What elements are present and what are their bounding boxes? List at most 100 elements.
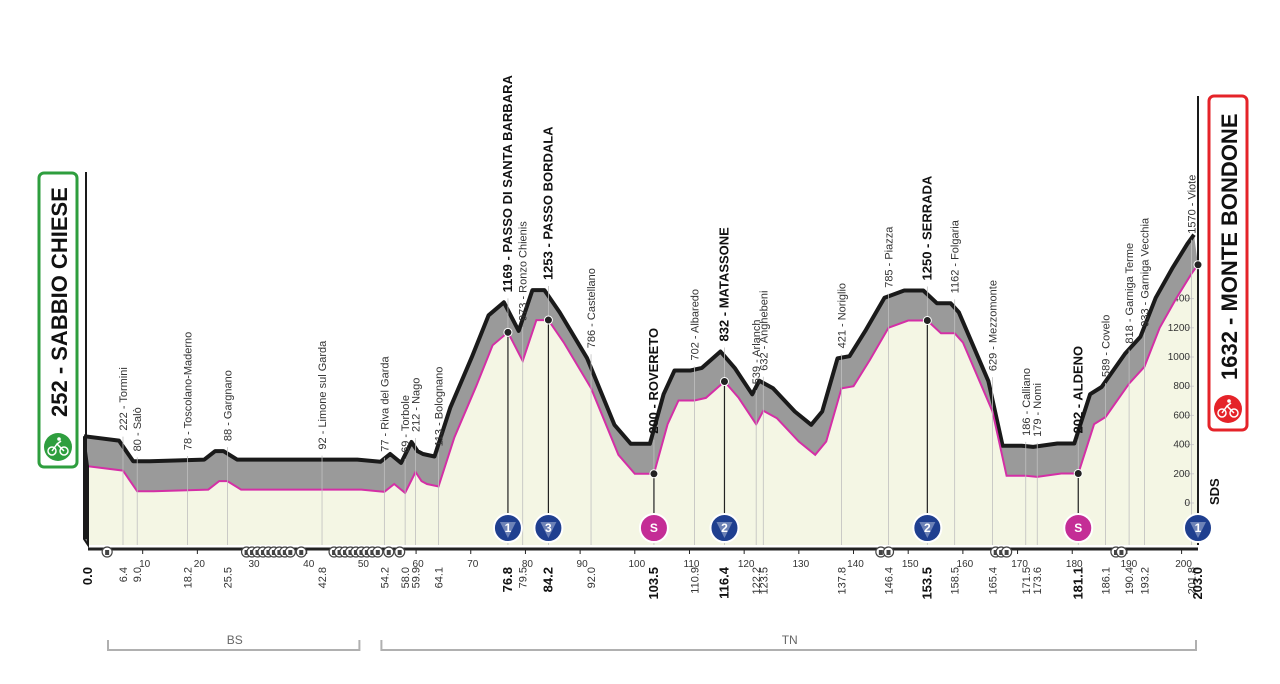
marker-dot	[649, 469, 659, 479]
place-label: 973 - Ronzo Chienis	[518, 221, 530, 321]
km-label: 42.8	[317, 567, 329, 588]
x-tick-label: 200	[1175, 559, 1192, 570]
km-label: 201.8	[1186, 567, 1198, 595]
place-labels: 222 - Tormini 80 - Salò 78 - Toscolano-Mad…	[118, 75, 1198, 453]
place-label: 212 - Nago	[411, 378, 423, 432]
km-label: 0.0	[80, 567, 95, 585]
marker-category: 3	[545, 521, 552, 535]
region-bracket	[380, 640, 1197, 651]
x-tick-label: 140	[847, 559, 864, 570]
cyclist-icon	[1214, 395, 1242, 423]
x-tick-label: 150	[902, 559, 919, 570]
km-label: 186.1	[1101, 567, 1113, 595]
gpm-triangle	[499, 522, 516, 538]
tunnel-opening	[878, 550, 883, 555]
marker-dot	[543, 315, 553, 325]
place-label: 69 - Torbole	[400, 395, 412, 453]
gpm-triangle	[919, 522, 936, 538]
x-tick-label: 100	[628, 559, 645, 570]
marker-dot	[719, 377, 729, 387]
y-tick-label: 600	[1173, 410, 1190, 421]
place-label: 632 - Anghebeni	[758, 291, 770, 371]
profile-ridge-line	[83, 233, 1196, 465]
x-tick-label: 90	[577, 559, 589, 570]
tunnel-opening	[299, 550, 304, 555]
place-label: 186 - Calliano	[1021, 368, 1033, 436]
place-label: 1162 - Folgaria	[950, 219, 962, 293]
km-label: 190.4	[1124, 567, 1136, 595]
finish-label: 1632 - MONTE BONDONE	[1217, 114, 1242, 381]
x-tick-label: 30	[248, 559, 260, 570]
place-label: 818 - Garniga Terme	[1124, 243, 1136, 344]
place-label: 202 - ALDENO	[1070, 346, 1085, 434]
y-tick-label: 0	[1184, 498, 1190, 509]
km-label: 25.5	[222, 567, 234, 588]
km-label: 122.2	[751, 567, 763, 595]
tunnel-opening	[105, 550, 110, 555]
place-label: 785 - Piazza	[884, 226, 896, 288]
km-label: 9.0	[132, 567, 144, 582]
y-tick-label: 400	[1173, 440, 1190, 451]
place-label: 589 - Covelo	[1101, 315, 1113, 377]
gpm-badge	[1183, 513, 1213, 543]
region-bar: BS TN	[107, 633, 1197, 651]
x-tick-label: 160	[957, 559, 974, 570]
marker-category: 2	[721, 521, 728, 535]
x-tick-label: 110	[684, 559, 700, 570]
altitude-area	[88, 264, 1198, 545]
place-label: 539 - Arlanch	[751, 319, 763, 384]
category-markers: 1 3 S 2 2 S 1	[492, 260, 1213, 543]
km-label: 64.1	[433, 567, 445, 588]
km-label: 58.0	[400, 567, 412, 588]
place-label: 832 - MATASSONE	[716, 227, 731, 342]
altitude-area-fill	[88, 264, 1198, 545]
tunnel-opening	[1119, 550, 1124, 555]
km-label: 181.1	[1070, 567, 1085, 600]
profile-band	[84, 234, 1198, 493]
gpm-badge	[492, 513, 523, 543]
km-label: 110.9	[689, 567, 701, 594]
place-label: 629 - Mezzomonte	[987, 280, 999, 371]
marker-category: 1	[1195, 521, 1202, 535]
sds-logo: SDS	[1207, 478, 1222, 505]
km-label: 54.2	[379, 567, 391, 588]
km-label: 203.0	[1190, 567, 1205, 600]
gpm-triangle	[716, 522, 733, 538]
x-tick-label: 130	[792, 559, 809, 570]
tunnel-opening	[1004, 550, 1009, 555]
region-label: BS	[227, 633, 243, 647]
km-label: 193.2	[1139, 567, 1151, 595]
km-label: 92.0	[586, 567, 598, 588]
tunnel-markers	[101, 546, 1128, 558]
x-tick-label: 120	[738, 559, 755, 570]
y-tick-label: 1400	[1168, 294, 1191, 305]
place-label: 421 - Noriglio	[836, 283, 848, 348]
km-labels: 0.0 6.4 9.0 18.2 25.5 42.8 54.2 58.059.9 64.1 76.…	[80, 566, 1205, 599]
altitude-axis: 0 200 400 600 800 1000 1200 1400	[1168, 294, 1194, 509]
sprint-badge	[1063, 513, 1094, 543]
km-label: 18.2	[183, 567, 195, 588]
x-tick-label: 50	[358, 559, 370, 570]
place-label: 1570 - Viote	[1186, 175, 1198, 234]
km-label: 103.5	[646, 567, 661, 600]
km-label: 173.6	[1032, 567, 1044, 595]
km-label: 171.5	[1021, 567, 1033, 595]
y-tick-label: 200	[1173, 469, 1190, 480]
km-label: 76.8	[500, 567, 515, 592]
x-tick-label: 20	[194, 559, 206, 570]
place-label: 786 - Castellano	[586, 268, 598, 348]
x-tick-label: 40	[303, 559, 315, 570]
place-label: 1169 - PASSO DI SANTA BARBARA	[500, 75, 515, 293]
tunnel-opening	[386, 550, 391, 555]
x-tick-label: 70	[467, 559, 479, 570]
place-label: 222 - Tormini	[118, 367, 130, 430]
place-label: 78 - Toscolano-Maderno	[183, 332, 195, 450]
x-tick-label: 190	[1121, 559, 1138, 570]
x-tick-label: 170	[1011, 559, 1028, 570]
km-label: 158.5	[950, 567, 962, 595]
gpm-badge	[533, 513, 564, 543]
region-label: TN	[782, 633, 798, 647]
place-label: 113 - Bolognano	[433, 367, 445, 447]
marker-dot	[922, 316, 932, 325]
